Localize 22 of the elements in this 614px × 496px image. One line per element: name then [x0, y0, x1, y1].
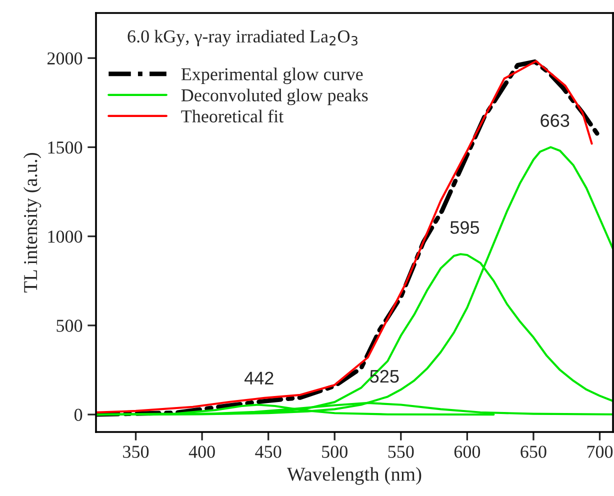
- annotation: 663: [540, 114, 570, 127]
- annotation: 595: [450, 221, 480, 234]
- y-tick-label: 2000: [47, 52, 82, 65]
- y-tick-label: 0: [74, 408, 82, 421]
- legend-label: Theoretical fit: [181, 110, 284, 122]
- x-tick-label: 700: [587, 446, 613, 458]
- y-tick-label: 1000: [48, 230, 82, 243]
- x-tick-label: 650: [520, 446, 546, 458]
- x-tick-label: 450: [255, 446, 282, 458]
- x-tick-label: 600: [454, 446, 480, 458]
- text: 6.0 kGy, γ-ray irradiated La$_{2}$O$_{3}$: [128, 30, 358, 46]
- y-tick-label: 1500: [48, 141, 82, 154]
- y-axis-title: TL intensity (a.u.): [23, 152, 42, 293]
- x-tick-label: 400: [188, 446, 215, 458]
- x-tick-label: 350: [123, 446, 149, 458]
- legend-label: Experimental glow curve: [181, 68, 363, 84]
- x-tick-label: 500: [322, 446, 348, 458]
- annotation: 442: [244, 372, 274, 384]
- x-tick-label: 550: [388, 446, 414, 458]
- y-tick-label: 500: [56, 320, 82, 332]
- x-axis-title: Wavelength (nm): [286, 467, 422, 485]
- legend-label: Deconvoluted glow peaks: [181, 88, 368, 106]
